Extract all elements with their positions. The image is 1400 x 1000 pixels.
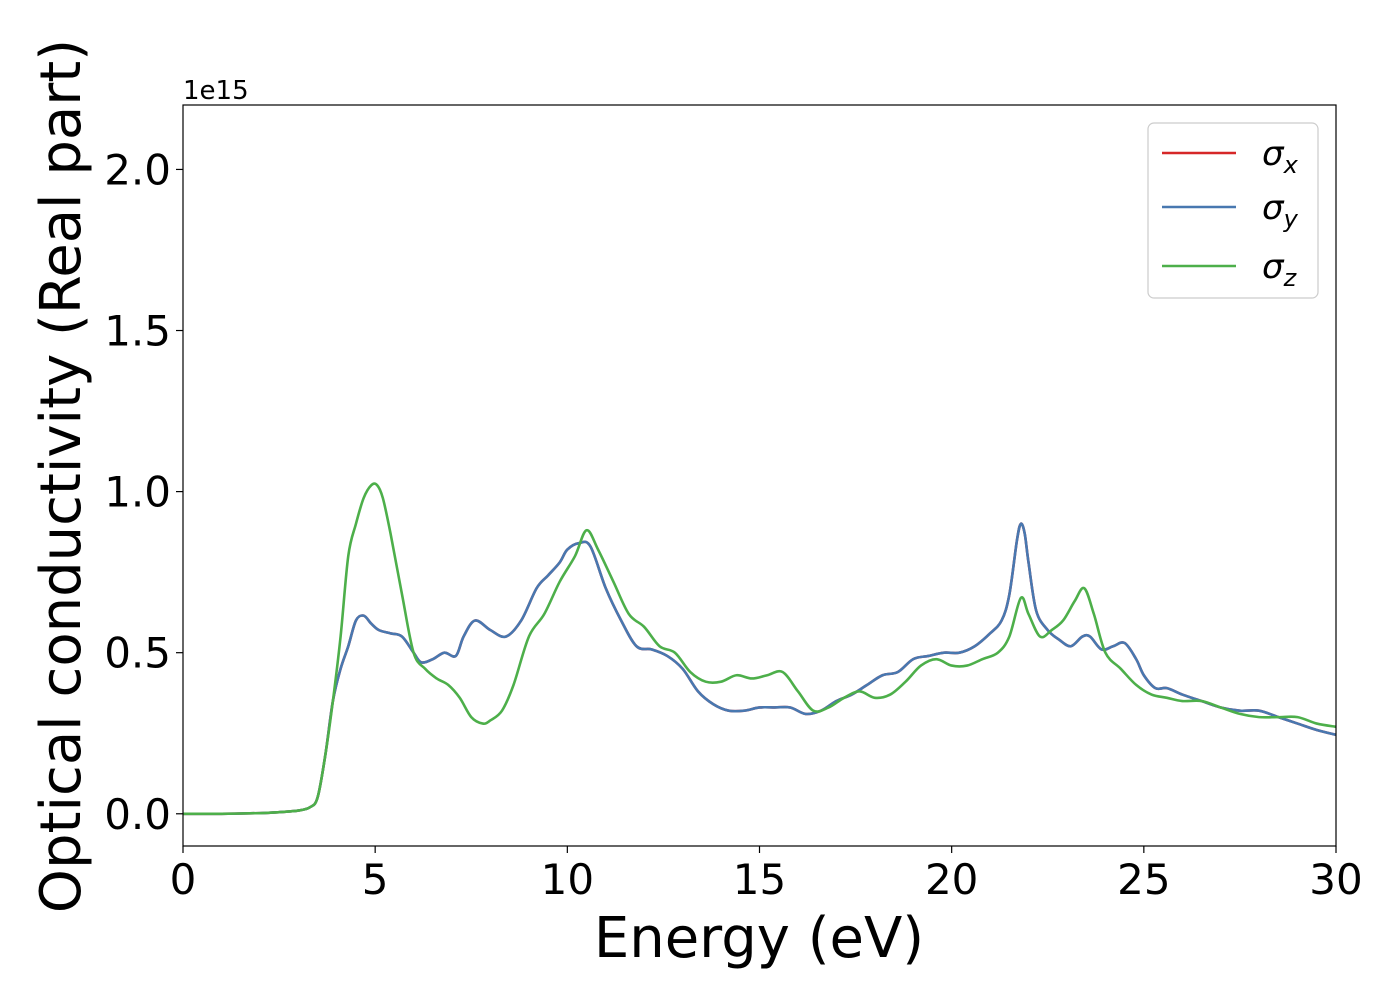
legend-subscript: y: [1283, 205, 1299, 233]
x-tick-label: 10: [541, 855, 594, 904]
x-tick-label: 30: [1309, 855, 1362, 904]
legend-subscript: z: [1283, 264, 1298, 292]
series-line-z: [183, 482, 1336, 816]
series-layer: [183, 482, 1336, 816]
legend-symbol: σ: [1262, 188, 1285, 228]
x-tick-label: 5: [362, 855, 389, 904]
x-tick-label: 0: [170, 855, 197, 904]
y-tick-label: 2.0: [104, 145, 171, 194]
legend-label-x: σx: [1262, 134, 1299, 179]
y-ticks: 0.0 0.5 1.0 1.5 2.0: [104, 145, 183, 839]
x-axis-label: Energy (eV): [594, 906, 924, 971]
x-tick-label: 15: [733, 855, 786, 904]
legend-symbol: σ: [1262, 134, 1285, 174]
legend-box: [1147, 122, 1319, 299]
y-tick-label: 1.0: [104, 468, 171, 517]
y-axis-label: Optical conductivity (Real part): [29, 39, 94, 913]
legend-label-y: σy: [1262, 188, 1299, 233]
y-tick-label: 1.5: [104, 307, 171, 356]
y-offset-label: 1e15: [183, 76, 249, 106]
x-tick-label: 25: [1117, 855, 1170, 904]
legend-subscript: x: [1283, 151, 1299, 179]
series-line-y: [183, 522, 1336, 816]
legend-symbol: σ: [1262, 247, 1285, 287]
plot-area: [183, 105, 1336, 846]
x-ticks: 0 5 10 15 20 25 30: [170, 846, 1363, 904]
x-tick-label: 20: [925, 855, 978, 904]
legend-label-z: σz: [1262, 247, 1298, 292]
y-tick-label: 0.5: [104, 629, 171, 678]
y-tick-label: 0.0: [104, 790, 171, 839]
